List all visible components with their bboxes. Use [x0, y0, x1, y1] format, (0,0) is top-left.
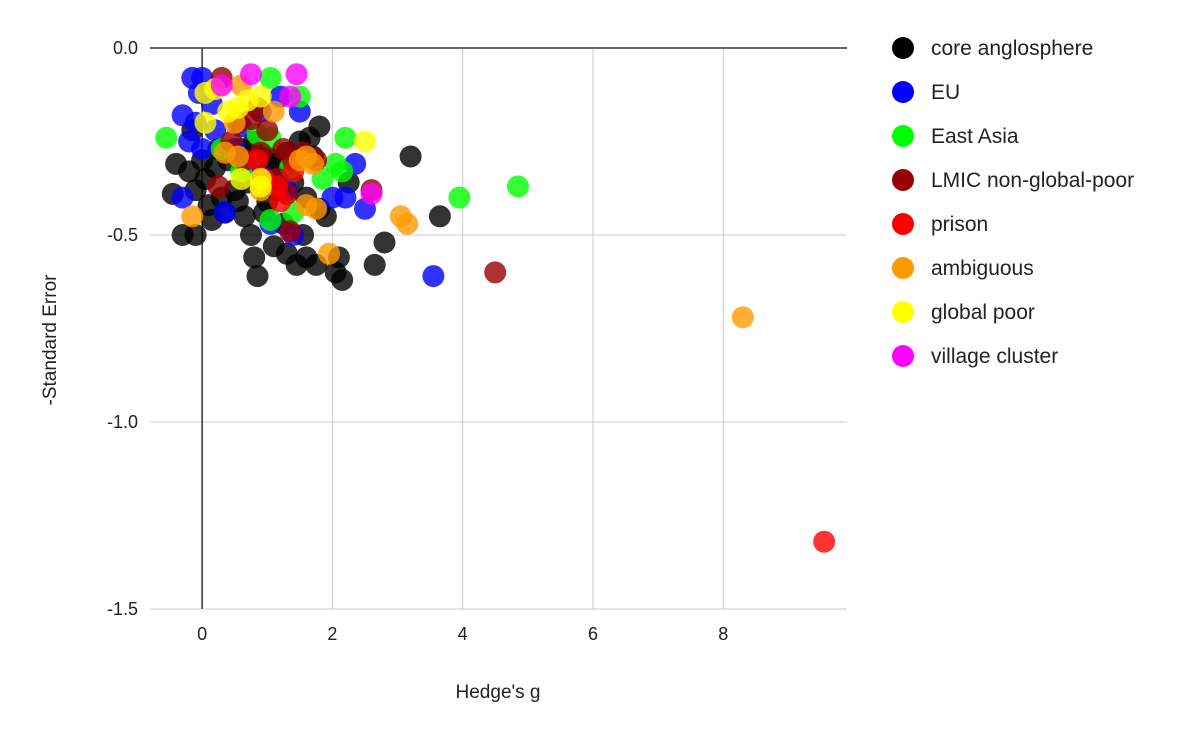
data-point-lmic-non-global-poor — [279, 220, 302, 243]
legend: core anglosphere EU East Asia LMIC non-glob… — [892, 37, 1134, 368]
legend-label: core anglosphere — [931, 37, 1093, 60]
x-axis-title: Hedge's g — [456, 682, 541, 703]
legend-marker — [892, 257, 914, 279]
legend-item-ambiguous: ambiguous — [892, 257, 1034, 280]
x-tick-label: 6 — [588, 624, 598, 644]
legend-label: village cluster — [931, 345, 1058, 368]
legend-item-lmic-non-global-poor: LMIC non-global-poor — [892, 169, 1134, 192]
data-point-core-anglosphere — [233, 205, 256, 228]
data-point-ambiguous — [731, 306, 754, 329]
data-point-east-asia — [448, 186, 471, 209]
data-point-east-asia — [331, 160, 354, 183]
data-point-ambiguous — [305, 197, 328, 220]
y-tick-label: -1.5 — [107, 599, 138, 619]
data-point-global-poor — [354, 130, 376, 153]
legend-marker — [892, 213, 914, 235]
gridlines — [150, 48, 847, 610]
data-point-ambiguous — [318, 242, 341, 265]
data-point-village-cluster — [285, 63, 308, 86]
data-point-eu — [191, 138, 214, 160]
y-tick-labels: 0.0 -0.5 -1.0 -1.5 — [107, 38, 138, 619]
legend-label: EU — [931, 81, 960, 104]
data-point-ambiguous — [301, 152, 324, 175]
legend-marker — [892, 169, 914, 191]
legend-label: East Asia — [931, 125, 1019, 148]
data-point-lmic-non-global-poor — [484, 261, 507, 284]
legend-marker — [892, 125, 914, 147]
data-point-core-anglosphere — [363, 253, 386, 276]
data-point-ambiguous — [262, 100, 285, 123]
data-point-core-anglosphere — [331, 268, 354, 291]
legend-item-eu: EU — [892, 81, 960, 104]
data-point-prison — [813, 530, 836, 553]
data-point-ambiguous — [181, 205, 204, 228]
data-point-east-asia — [259, 66, 282, 89]
data-point-global-poor — [230, 167, 253, 190]
data-point-eu — [213, 201, 236, 224]
legend-marker — [892, 301, 914, 323]
data-point-core-anglosphere — [184, 224, 207, 246]
y-tick-label: -1.0 — [107, 412, 138, 432]
data-point-village-cluster — [360, 182, 383, 205]
legend-label: global poor — [931, 301, 1035, 324]
legend-item-east-asia: East Asia — [892, 125, 1019, 148]
x-tick-label: 2 — [327, 624, 337, 644]
data-point-core-anglosphere — [243, 246, 266, 269]
legend-marker — [892, 345, 914, 367]
data-point-eu — [334, 186, 357, 209]
data-point-east-asia — [507, 175, 529, 198]
data-point-core-anglosphere — [399, 145, 422, 168]
data-point-global-poor — [194, 111, 217, 134]
data-point-prison — [269, 190, 292, 213]
data-point-global-poor — [226, 96, 249, 119]
data-point-village-cluster — [279, 85, 302, 108]
legend-label: prison — [931, 213, 988, 236]
data-point-lmic-non-global-poor — [256, 119, 279, 142]
y-axis-title: -Standard Error — [40, 274, 61, 406]
data-point-eu — [171, 186, 194, 209]
data-point-lmic-non-global-poor — [207, 175, 230, 198]
legend-item-prison: prison — [892, 213, 988, 236]
data-point-core-anglosphere — [240, 224, 262, 246]
data-point-eu — [422, 265, 445, 288]
legend-item-core-anglosphere: core anglosphere — [892, 37, 1093, 60]
data-point-ambiguous — [226, 145, 249, 168]
data-point-core-anglosphere — [373, 231, 396, 254]
data-point-east-asia — [155, 126, 178, 149]
data-point-global-poor — [249, 167, 272, 190]
data-point-core-anglosphere — [246, 265, 269, 288]
data-point-village-cluster — [240, 63, 262, 86]
legend-marker — [892, 37, 914, 59]
data-points — [155, 63, 836, 553]
data-point-core-anglosphere — [428, 205, 451, 228]
data-point-east-asia — [334, 126, 357, 149]
legend-item-global-poor: global poor — [892, 301, 1035, 324]
legend-label: LMIC non-global-poor — [931, 169, 1134, 192]
y-tick-label: -0.5 — [107, 225, 138, 245]
x-tick-label: 4 — [458, 624, 468, 644]
data-point-ambiguous — [396, 212, 419, 235]
y-tick-label: 0.0 — [113, 38, 138, 58]
data-point-east-asia — [259, 209, 282, 231]
x-tick-label: 8 — [718, 624, 728, 644]
data-point-prison — [246, 149, 269, 172]
legend-item-village-cluster: village cluster — [892, 345, 1058, 368]
x-tick-label: 0 — [197, 624, 207, 644]
legend-label: ambiguous — [931, 257, 1034, 280]
series-village-cluster — [210, 63, 383, 205]
data-point-village-cluster — [210, 74, 233, 97]
x-tick-labels: 0 2 4 6 8 — [197, 624, 728, 644]
legend-marker — [892, 81, 914, 103]
series-prison — [246, 149, 836, 553]
data-point-global-poor — [249, 85, 272, 108]
